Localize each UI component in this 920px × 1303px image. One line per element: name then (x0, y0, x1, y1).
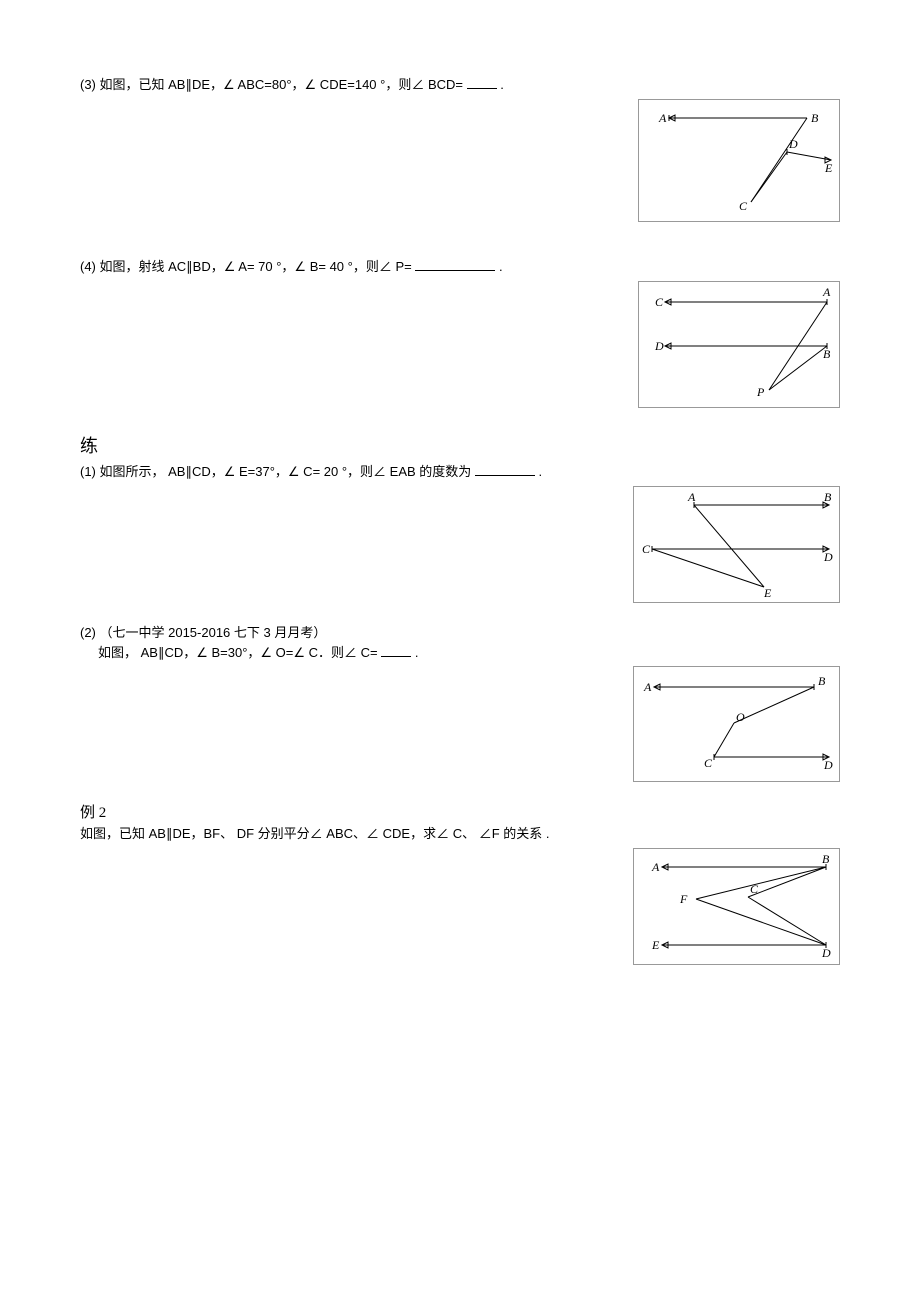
problem-3: (3) 如图，已知 AB∥DE，∠ ABC=80°，∠ CDE=140 °，则∠… (80, 75, 840, 222)
q3-suffix: . (500, 77, 504, 92)
svg-text:A: A (687, 490, 696, 504)
q3-figure: A BD E C (638, 99, 840, 223)
p1-blank (475, 462, 535, 476)
section-practice-head: 练 (80, 433, 840, 460)
q4-blank (415, 257, 495, 271)
p2-prefix: 如图， AB∥CD，∠ B=30°，∠ O=∠ C．则∠ C= (98, 645, 378, 660)
svg-text:P: P (756, 385, 765, 399)
svg-text:C: C (704, 756, 713, 770)
p2-figure-wrap: A B O C D (80, 666, 840, 782)
svg-text:D: D (821, 946, 831, 959)
svg-text:B: B (823, 347, 831, 361)
example-2-text: 如图，已知 AB∥DE，BF、 DF 分别平分∠ ABC、∠ CDE，求∠ C、… (80, 824, 840, 844)
svg-text:D: D (823, 758, 833, 772)
svg-text:A: A (643, 680, 652, 694)
p1-suffix: . (539, 464, 543, 479)
svg-text:F: F (679, 892, 688, 906)
svg-text:C: C (642, 542, 651, 556)
svg-text:O: O (736, 710, 745, 724)
svg-text:A: A (658, 111, 667, 125)
p1-figure-wrap: A B C D E (80, 486, 840, 604)
svg-text:D: D (823, 550, 833, 564)
problem-4: (4) 如图，射线 AC∥BD，∠ A= 70 °，∠ B= 40 °，则∠ P… (80, 257, 840, 408)
p2-figure: A B O C D (633, 666, 840, 782)
example-2-head: 例 2 (80, 802, 840, 825)
practice-2-line2: 如图， AB∥CD，∠ B=30°，∠ O=∠ C．则∠ C= . (98, 643, 840, 663)
svg-text:E: E (651, 938, 660, 952)
p1-prefix: (1) 如图所示， AB∥CD，∠ E=37°，∠ C= 20 °，则∠ EAB… (80, 464, 471, 479)
svg-text:A: A (822, 285, 831, 299)
p2-suffix: . (415, 645, 419, 660)
problem-3-text: (3) 如图，已知 AB∥DE，∠ ABC=80°，∠ CDE=140 °，则∠… (80, 75, 840, 95)
practice-2: (2) （七一中学 2015-2016 七下 3 月月考） 如图， AB∥CD，… (80, 623, 840, 782)
q4-figure: C A D B P (638, 281, 840, 409)
practice-1-text: (1) 如图所示， AB∥CD，∠ E=37°，∠ C= 20 °，则∠ EAB… (80, 462, 840, 482)
svg-text:B: B (822, 852, 830, 866)
q3-prefix: (3) 如图，已知 AB∥DE，∠ ABC=80°，∠ CDE=140 °，则∠… (80, 77, 463, 92)
q4-suffix: . (499, 259, 503, 274)
svg-text:B: B (818, 674, 826, 688)
svg-text:D: D (654, 339, 664, 353)
svg-text:D: D (788, 137, 798, 151)
q3-blank (467, 75, 497, 89)
q4-figure-wrap: C A D B P (80, 281, 840, 409)
practice-2-line1: (2) （七一中学 2015-2016 七下 3 月月考） (80, 623, 840, 643)
svg-text:C: C (655, 295, 664, 309)
example-2: 如图，已知 AB∥DE，BF、 DF 分别平分∠ ABC、∠ CDE，求∠ C、… (80, 824, 840, 965)
p1-figure: A B C D E (633, 486, 840, 604)
svg-text:C: C (750, 882, 759, 896)
p2-blank (381, 643, 411, 657)
q3-figure-wrap: A BD E C (80, 99, 840, 223)
svg-text:E: E (763, 586, 772, 597)
svg-text:A: A (651, 860, 660, 874)
practice-1: (1) 如图所示， AB∥CD，∠ E=37°，∠ C= 20 °，则∠ EAB… (80, 462, 840, 603)
example-2-figure-wrap: A B F C E D (80, 848, 840, 966)
svg-text:E: E (824, 161, 833, 175)
svg-text:B: B (824, 490, 832, 504)
svg-text:C: C (739, 199, 748, 213)
svg-text:B: B (811, 111, 819, 125)
problem-4-text: (4) 如图，射线 AC∥BD，∠ A= 70 °，∠ B= 40 °，则∠ P… (80, 257, 840, 277)
q4-prefix: (4) 如图，射线 AC∥BD，∠ A= 70 °，∠ B= 40 °，则∠ P… (80, 259, 412, 274)
example-2-figure: A B F C E D (633, 848, 840, 966)
